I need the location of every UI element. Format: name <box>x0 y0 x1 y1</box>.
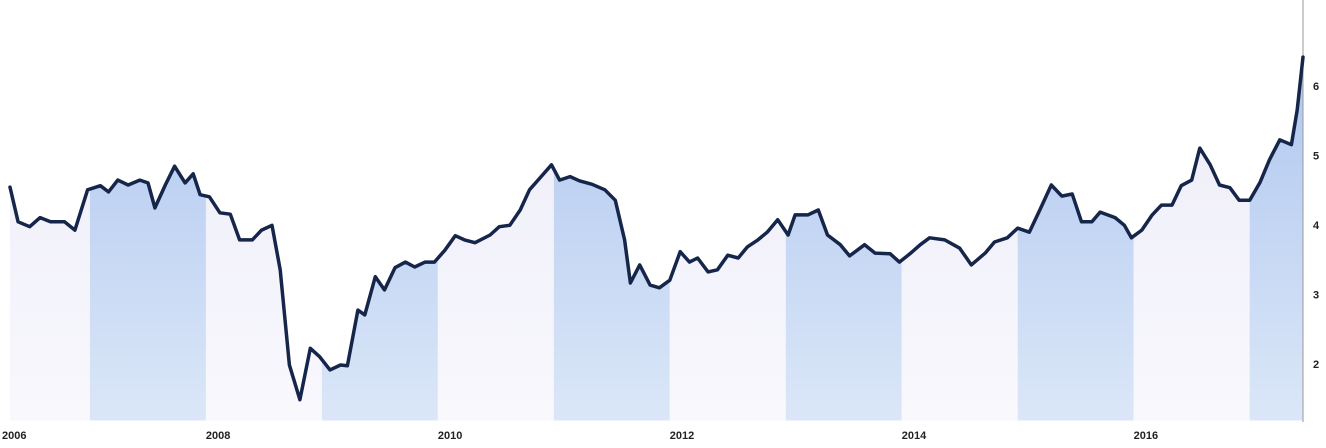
x-tick-label: 2014 <box>902 430 927 442</box>
x-tick-label: 2012 <box>670 430 694 442</box>
year-bands <box>9 57 1303 421</box>
x-tick-label: 2008 <box>206 430 230 442</box>
x-tick-label: 2010 <box>438 430 462 442</box>
year-band <box>9 57 90 421</box>
data-line <box>8 55 1305 402</box>
y-tick-label: 3 <box>1313 289 1319 301</box>
y-tick-label: 4 <box>1313 220 1320 232</box>
x-tick-label: 2016 <box>1134 430 1158 442</box>
year-band <box>1133 57 1250 421</box>
year-band <box>553 57 670 421</box>
year-band <box>437 57 554 421</box>
year-band <box>901 57 1018 421</box>
year-band <box>321 57 438 421</box>
y-tick-label: 5 <box>1313 150 1319 162</box>
year-band <box>785 57 902 421</box>
y-tick-label: 2 <box>1313 359 1319 371</box>
year-band <box>89 57 206 421</box>
year-band <box>669 57 786 421</box>
y-tick-label: 6 <box>1313 81 1319 93</box>
year-band <box>205 57 322 421</box>
year-band <box>1249 57 1303 421</box>
year-band <box>1017 57 1134 421</box>
x-tick-label: 2006 <box>2 430 26 442</box>
